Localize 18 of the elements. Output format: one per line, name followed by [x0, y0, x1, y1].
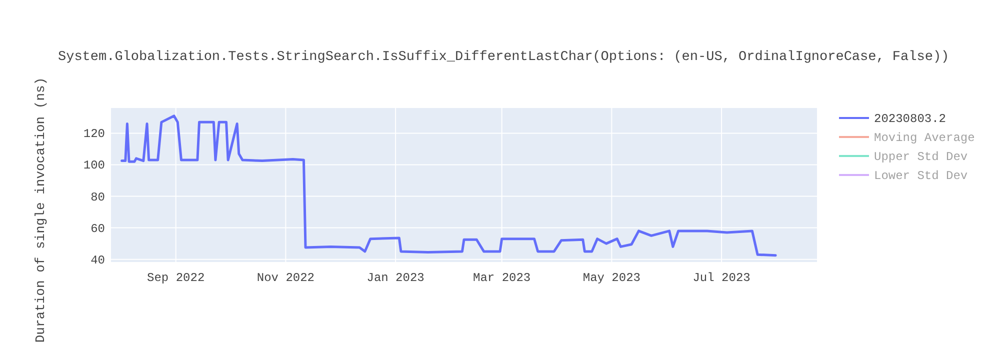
- y-tick-label: 80: [90, 190, 105, 204]
- y-tick-label: 120: [83, 127, 105, 142]
- x-tick-label: Sep 2022: [147, 271, 205, 285]
- x-tick-label: Jul 2023: [692, 271, 750, 285]
- legend-label: Lower Std Dev: [874, 169, 968, 183]
- x-tick-label: Nov 2022: [256, 271, 315, 285]
- y-tick-label: 100: [83, 158, 105, 173]
- legend-label: Moving Average: [874, 131, 975, 145]
- legend-label: Upper Std Dev: [874, 150, 968, 164]
- x-tick-label: May 2023: [582, 271, 640, 285]
- x-tick-label: Jan 2023: [366, 271, 424, 285]
- y-tick-label: 60: [90, 222, 105, 236]
- line-series: [120, 114, 777, 257]
- y-tick-label: 40: [90, 253, 105, 268]
- legend-label: 20230803.2: [874, 112, 946, 126]
- chart-title: System.Globalization.Tests.StringSearch.IsSuffix_DifferentLastChar(Options: (en-US, OrdinalIgnoreCase, False)): [58, 50, 950, 65]
- y-axis-title: Duration of single invocation (ns): [33, 77, 48, 343]
- x-tick-label: Mar 2023: [473, 271, 531, 285]
